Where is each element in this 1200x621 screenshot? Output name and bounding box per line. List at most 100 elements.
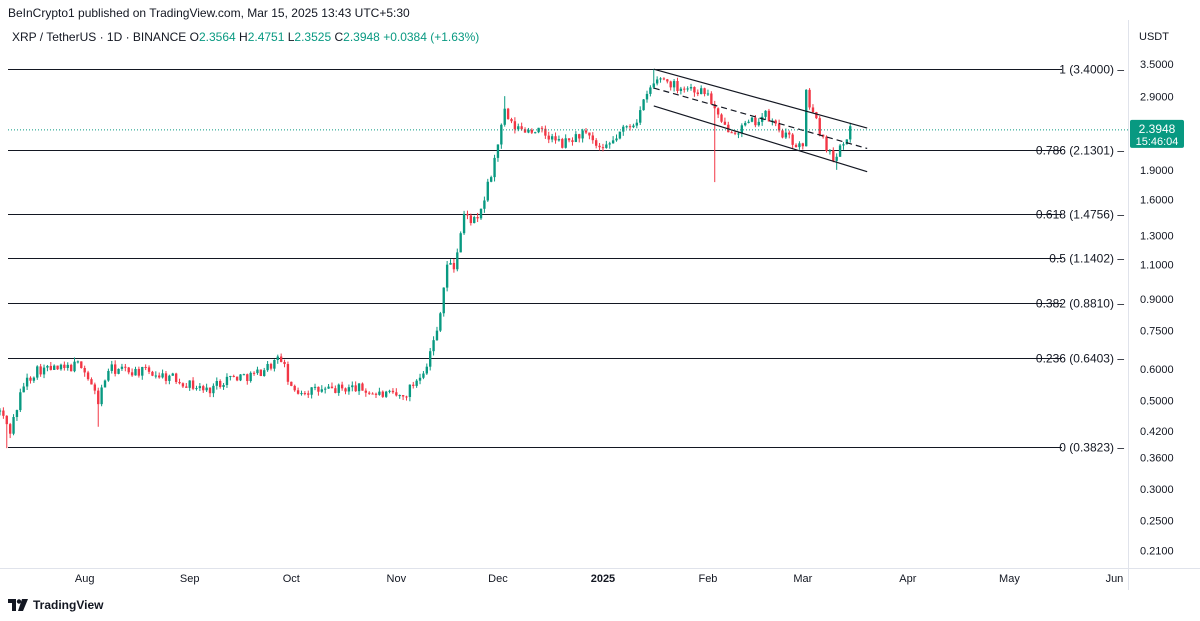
candle-body [8,424,12,434]
candle-body [229,375,232,377]
candle-body [439,313,442,331]
candle-body [222,385,225,387]
candle-body [22,386,25,393]
low-value: 2.3525 [294,30,332,44]
candle-body [168,375,171,381]
candle-body [510,119,513,122]
candle-body [266,363,269,371]
x-tick-label-6: Feb [698,573,717,585]
candle-body [368,392,371,394]
candle-body [520,126,523,130]
candle-body [740,125,744,134]
candle-body [232,375,235,377]
candle-body [395,392,398,396]
candle-body [791,134,794,145]
candle-body [120,366,124,369]
candle-body [249,372,252,382]
candle-body [2,410,5,416]
candle-body [550,136,554,140]
y-tick-label-4: 1.3000 [1140,230,1174,242]
candle-body [286,364,290,382]
candle-body [422,373,425,378]
fib-label-1: 1 (3.4000) – [1059,63,1124,77]
candle-body [69,364,73,372]
candle-body [479,208,483,219]
candle-body [178,381,181,384]
candle-body [263,370,266,376]
x-tick-label-8: Apr [899,573,916,585]
candle-body [63,364,66,368]
candle-body [388,390,391,392]
candle-body [608,143,611,145]
candle-body [354,385,357,392]
candle-body [317,386,320,392]
y-tick-label-7: 0.7500 [1140,326,1174,338]
candle-body [662,78,666,80]
candle-body [66,364,69,368]
fib-label-0.382: 0.382 (0.8810) – [1036,297,1124,311]
candle-body [5,415,8,425]
symbol-legend: XRP / TetherUS · 1D · BINANCE O2.3564 H2… [12,30,479,44]
candle-body [811,107,815,113]
y-tick-label-13: 0.2500 [1140,516,1174,528]
candle-body [246,374,249,382]
candle-body [679,88,683,91]
candle-body [164,373,168,381]
candle-body [666,79,669,82]
candle-body [283,361,286,365]
candle-body [137,368,141,376]
candle-body [486,181,489,201]
fib-label-0: 0 (0.3823) – [1059,441,1124,455]
candle-body [537,127,540,133]
candle-body [588,132,591,136]
candle-body [805,89,808,147]
candle-body [706,93,710,95]
candle-body [53,365,56,370]
low-label: L [287,30,295,44]
candle-body [357,383,361,392]
candle-body [86,372,90,380]
y-tick-label-9: 0.5000 [1140,396,1174,408]
candle-body [716,108,720,115]
candle-body [801,143,804,147]
candle-body [425,366,428,374]
candle-body [344,388,347,392]
x-tick-label-3: Nov [387,573,407,585]
candle-body [784,132,788,138]
candle-body [703,88,706,95]
change-value: +0.0384 (+1.63%) [383,30,480,44]
high-value: 2.4751 [247,30,285,44]
candle-body [303,393,307,395]
tradingview-brand[interactable]: TradingView [8,598,103,612]
y-tick-label-8: 0.6000 [1140,364,1174,376]
candle-body [591,135,594,141]
candle-body [12,417,15,434]
candle-body [764,110,767,117]
candle-body [473,217,476,224]
candle-body [225,376,229,386]
candle-body [649,87,652,94]
x-tick-label-10: Jun [1106,573,1124,585]
candle-body [100,387,103,405]
candle-body [513,121,517,130]
candle-body [429,351,432,367]
candle-body [601,147,605,149]
candle-body [340,384,344,389]
candle-body [456,252,459,270]
candle-body [113,364,117,374]
candle-body [300,393,303,395]
candle-body [828,150,832,152]
candle-body [713,104,716,109]
candle-body [564,138,567,148]
candle-body [723,121,727,125]
candle-body [49,365,52,370]
currency-label: USDT [1139,31,1169,43]
candle-body [781,130,784,138]
candle-body [171,373,174,376]
candle-body [239,374,242,381]
candle-body [144,366,147,368]
symbol-title[interactable]: XRP / TetherUS · 1D · BINANCE [12,30,187,44]
candle-body [307,393,310,395]
candle-body [547,135,550,140]
